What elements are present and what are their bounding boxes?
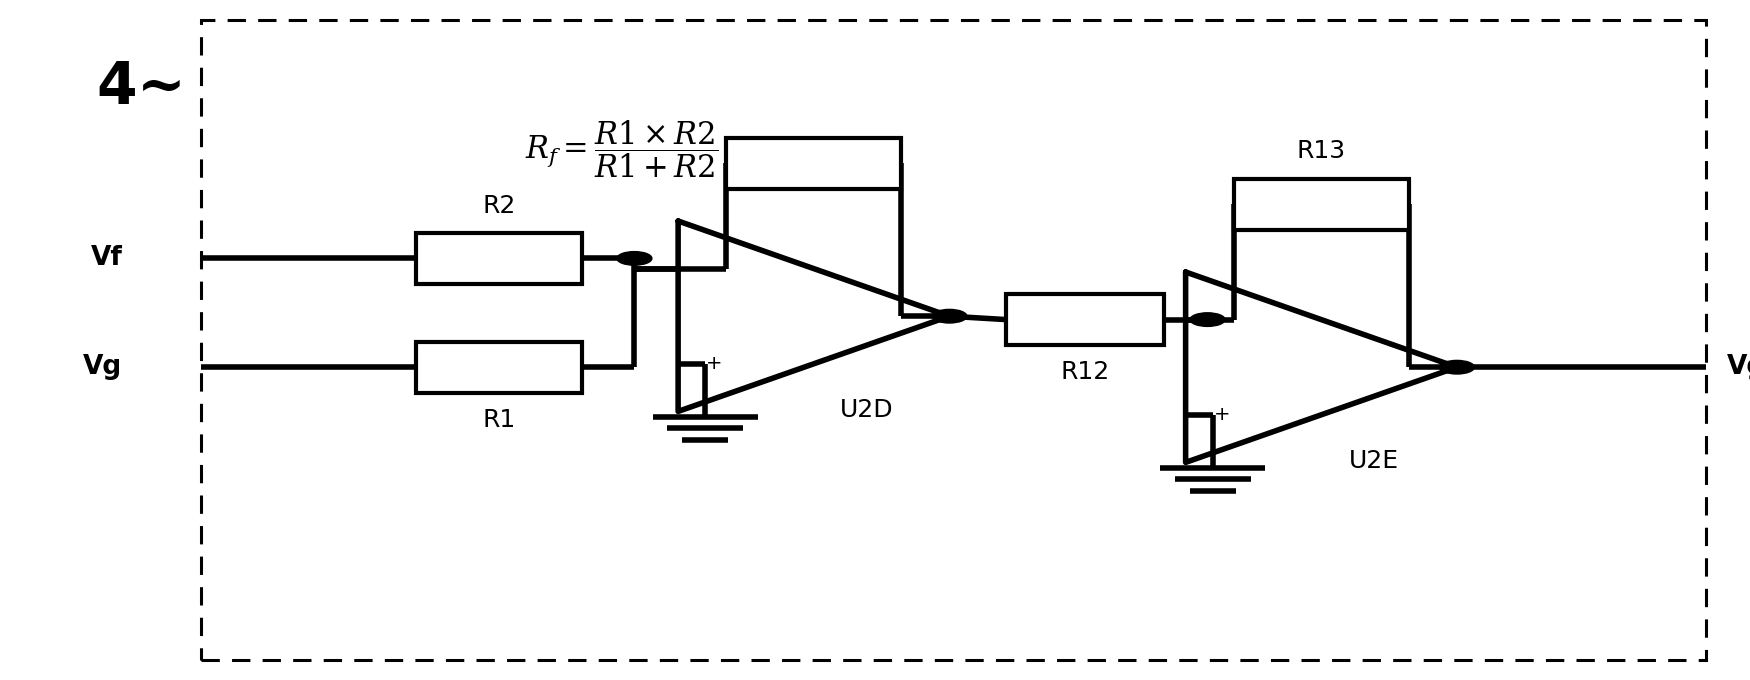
Bar — [1006, 294, 1164, 345]
Text: R12: R12 — [1060, 360, 1110, 384]
Text: R1: R1 — [481, 408, 516, 432]
Bar — [1234, 178, 1409, 230]
Circle shape — [616, 252, 651, 265]
Text: $+$: $+$ — [1213, 405, 1228, 424]
Text: U2E: U2E — [1349, 449, 1398, 473]
Text: Vg: Vg — [84, 354, 122, 380]
Text: R2: R2 — [481, 194, 516, 218]
Text: $-$: $-$ — [705, 259, 721, 278]
Circle shape — [1190, 313, 1225, 326]
Bar — [416, 233, 581, 284]
Bar — [726, 138, 901, 188]
Text: R13: R13 — [1297, 139, 1346, 163]
Circle shape — [1438, 360, 1474, 374]
Text: Vf: Vf — [91, 245, 123, 271]
Bar — [416, 341, 581, 393]
Text: U2D: U2D — [840, 398, 892, 422]
Bar — [201, 20, 1706, 660]
Circle shape — [933, 309, 966, 323]
Text: $+$: $+$ — [705, 354, 721, 373]
Text: $R_f = \dfrac{R1 \times R2}{R1 + R2}$: $R_f = \dfrac{R1 \times R2}{R1 + R2}$ — [525, 119, 718, 180]
Text: Vg': Vg' — [1727, 354, 1750, 380]
Text: $\mathbf{4}$~: $\mathbf{4}$~ — [96, 61, 182, 116]
Text: $-$: $-$ — [1213, 310, 1228, 329]
